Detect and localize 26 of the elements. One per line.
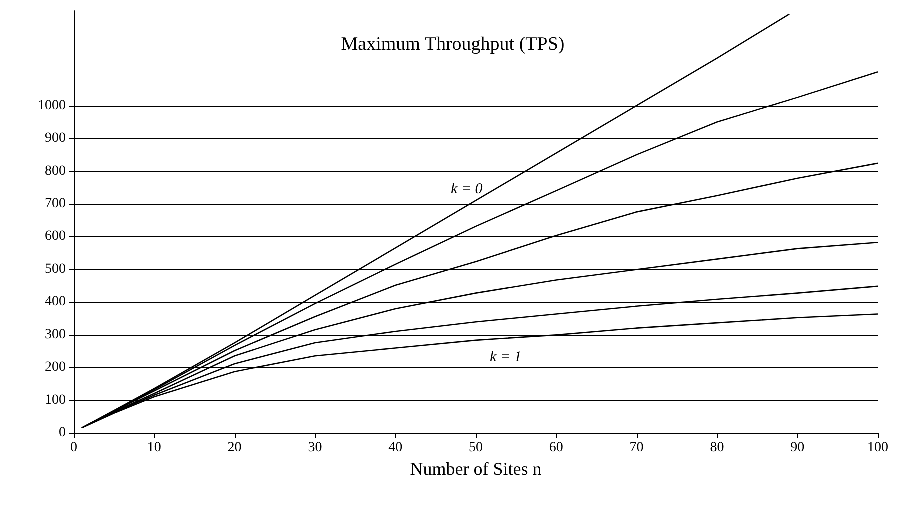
y-tick-label: 1000 [38, 98, 66, 114]
x-tick-label: 50 [469, 440, 483, 456]
x-tick-label: 40 [388, 440, 403, 456]
x-tick-label: 10 [147, 440, 162, 456]
x-tick-label: 70 [630, 440, 644, 456]
annotation: k = 0 [451, 182, 484, 198]
x-tick-label: 0 [70, 440, 78, 456]
y-tick-label: 300 [45, 327, 66, 342]
x-tick-label: 90 [790, 440, 805, 456]
x-axis-title: Number of Sites n [410, 458, 542, 479]
x-tick-label: 20 [228, 440, 242, 456]
y-tick-label: 500 [45, 262, 66, 277]
y-tick-label: 400 [45, 294, 66, 310]
y-tick-label: 0 [59, 426, 66, 440]
y-tick-label: 900 [45, 131, 66, 146]
x-tick-label: 80 [710, 440, 724, 456]
text: Maximum Throughput (TPS) [341, 34, 565, 55]
y-tick-label: 100 [45, 392, 66, 408]
x-tick-label: 30 [308, 440, 322, 456]
y-tick-label: 600 [45, 229, 66, 244]
y-tick-label: 700 [45, 196, 66, 212]
x-tick-label: 100 [868, 440, 888, 456]
annotation: k = 1 [490, 350, 522, 366]
x-tick-label: 60 [549, 440, 564, 456]
y-tick-label: 200 [45, 360, 66, 376]
y-tick-label: 800 [45, 164, 66, 179]
